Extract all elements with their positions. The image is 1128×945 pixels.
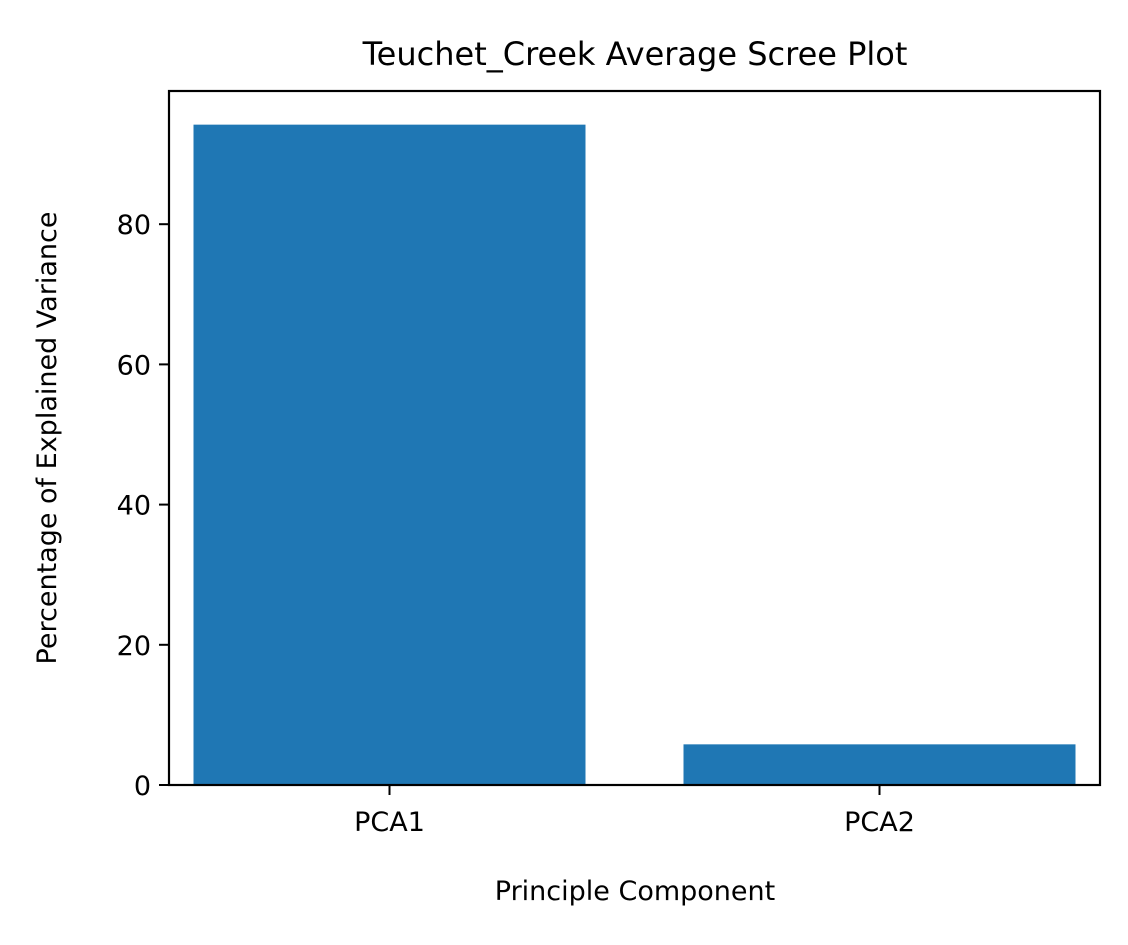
x-tick-label: PCA2 — [844, 807, 915, 838]
bar-pca1 — [193, 124, 586, 785]
chart-title: Teuchet_Creek Average Scree Plot — [362, 35, 908, 73]
y-tick-label: 0 — [134, 771, 151, 802]
plot-area-frame — [167, 89, 1102, 787]
y-tick-label: 80 — [117, 210, 151, 241]
y-tick-label: 20 — [117, 631, 151, 662]
bars-layer — [193, 124, 1076, 785]
x-axis-ticks: PCA1 PCA2 — [354, 785, 915, 838]
x-axis-label: Principle Component — [495, 876, 775, 907]
x-tick-label: PCA1 — [354, 807, 425, 838]
y-tick-label: 40 — [117, 491, 151, 522]
y-axis-ticks: 0 20 40 60 80 — [117, 210, 169, 802]
bar-pca2 — [683, 744, 1076, 785]
y-tick-label: 60 — [117, 350, 151, 381]
y-axis-label: Percentage of Explained Variance — [32, 212, 63, 665]
